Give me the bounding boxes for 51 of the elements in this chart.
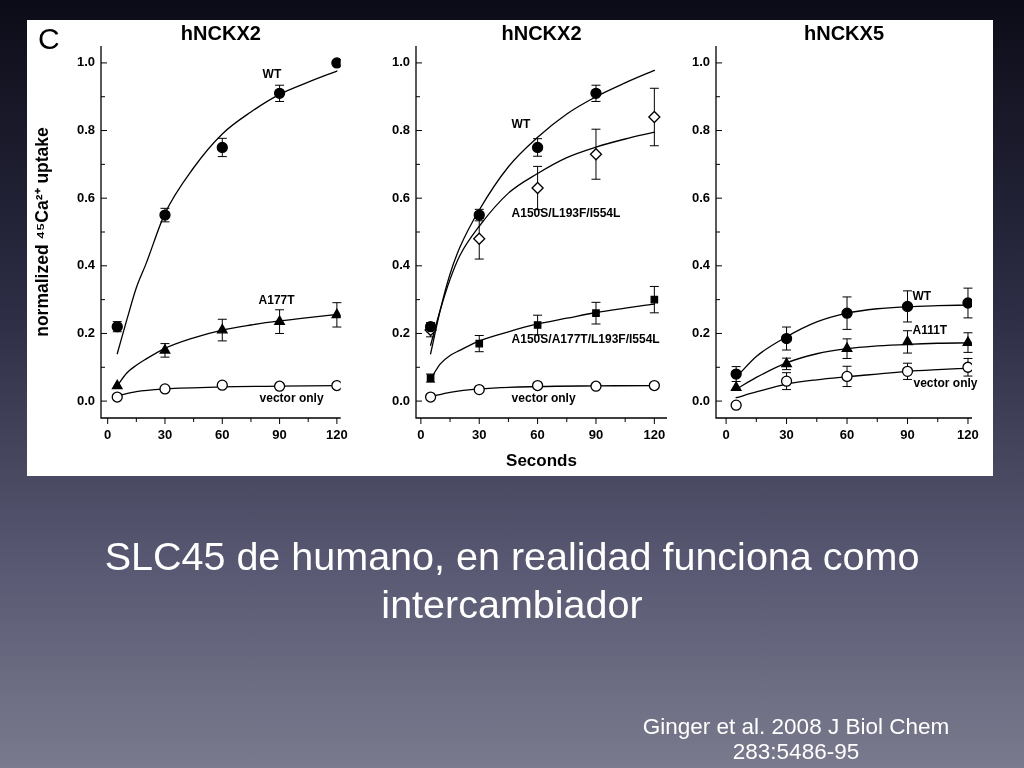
x-tick-label: 120 <box>643 427 666 443</box>
y-axis-title: normalized ⁴⁵Ca²⁺ uptake <box>32 126 53 337</box>
x-tick-label: 60 <box>839 427 855 443</box>
y-tick-label: 1.0 <box>76 54 95 70</box>
y-tick-label: 0.8 <box>391 122 410 138</box>
x-tick-label: 120 <box>326 427 348 443</box>
y-tick-label: 1.0 <box>391 54 410 70</box>
y-tick-label: 0.2 <box>391 325 410 341</box>
chart-title: hNCKX2 <box>180 21 261 44</box>
series-label: A111T <box>912 323 948 338</box>
y-tick-label: 1.0 <box>691 54 710 70</box>
series-label: A150S/A177T/L193F/I554L <box>511 332 660 347</box>
chart-title: hNCKX2 <box>501 21 582 44</box>
y-tick-label: 0.0 <box>391 392 410 408</box>
x-tick-label: 90 <box>588 427 604 443</box>
x-tick-label: 30 <box>779 427 794 443</box>
x-axis-title: Seconds <box>506 451 577 471</box>
x-tick-label: 0 <box>722 427 730 443</box>
y-tick-label: 0.0 <box>691 392 710 408</box>
y-tick-label: 0.0 <box>76 392 95 408</box>
y-tick-label: 0.6 <box>391 189 410 205</box>
series-label: A177T <box>258 292 296 307</box>
x-tick-label: 120 <box>957 427 979 443</box>
y-tick-label: 0.2 <box>691 325 710 341</box>
x-tick-label: 60 <box>530 427 545 443</box>
y-tick-label: 0.8 <box>76 122 95 138</box>
chart-title: hNCKX5 <box>803 21 885 44</box>
y-tick-label: 0.4 <box>76 257 96 273</box>
x-tick-label: 30 <box>472 427 487 443</box>
y-tick-label: 0.8 <box>691 122 710 138</box>
x-tick-label: 30 <box>157 427 173 443</box>
series-label: vector only <box>913 375 978 390</box>
y-tick-label: 0.6 <box>691 189 710 205</box>
x-tick-label: 0 <box>104 427 112 443</box>
text: C <box>38 22 60 55</box>
series-label: WT <box>262 66 282 81</box>
series-label: vector only <box>259 390 324 405</box>
x-tick-label: 0 <box>417 427 425 443</box>
x-tick-label: 60 <box>215 427 230 443</box>
y-tick-label: 0.2 <box>76 325 95 341</box>
text: Ginger et al. 2008 J Biol Chem 283:5486-95 <box>641 714 951 764</box>
text: SLC45 de humano, en realidad funciona como intercambiador <box>103 533 921 628</box>
y-tick-label: 0.4 <box>391 257 411 273</box>
series-label: WT <box>511 116 531 131</box>
x-tick-label: 90 <box>272 427 287 443</box>
y-tick-label: 0.6 <box>76 189 95 205</box>
text: A150S/L193F/I554L <box>511 206 621 221</box>
series-label: WT <box>912 288 932 303</box>
y-tick-label: 0.4 <box>691 257 711 273</box>
x-tick-label: 90 <box>900 427 915 443</box>
series-label: vector only <box>511 390 576 405</box>
